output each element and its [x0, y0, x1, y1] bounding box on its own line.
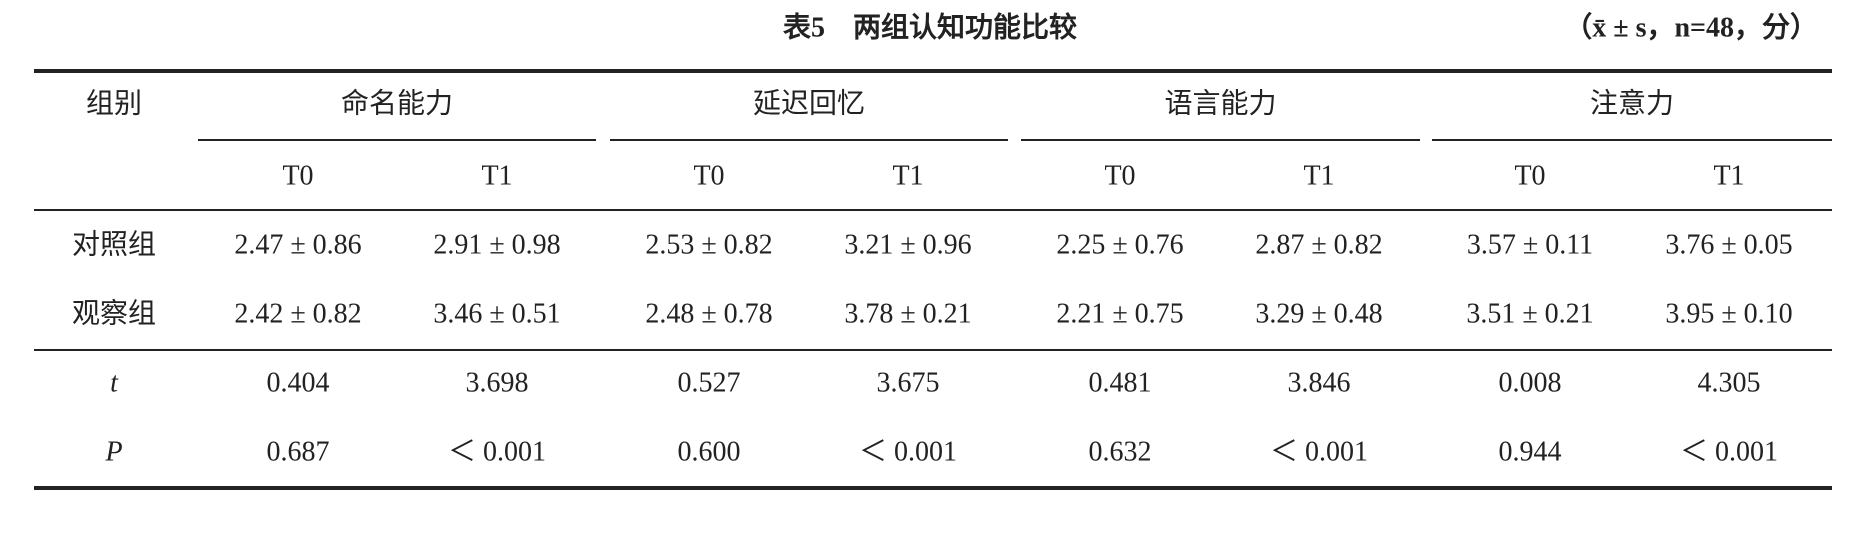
- group-header: 延迟回忆: [753, 87, 865, 119]
- sub-header: T0: [1104, 160, 1135, 191]
- row-label: t: [110, 367, 119, 398]
- sub-header: T1: [481, 160, 512, 191]
- cell: 0.481: [1089, 367, 1152, 398]
- cell: 3.76 ± 0.05: [1665, 229, 1792, 260]
- cell: 2.48 ± 0.78: [645, 298, 772, 329]
- corner-header: 组别: [86, 87, 142, 119]
- cell: 3.698: [466, 367, 529, 398]
- cell: 3.78 ± 0.21: [844, 298, 971, 329]
- cell: 3.51 ± 0.21: [1466, 298, 1593, 329]
- row-label: 观察组: [72, 297, 156, 329]
- cell: 3.57 ± 0.11: [1467, 229, 1593, 260]
- row-label: P: [104, 436, 122, 467]
- cell: 3.675: [877, 367, 940, 398]
- cell: 3.95 ± 0.10: [1665, 298, 1792, 329]
- cell: ＜ 0.001: [1680, 436, 1778, 467]
- group-header: 语言能力: [1164, 87, 1276, 119]
- cell: 2.42 ± 0.82: [234, 298, 361, 329]
- table-note: （x̄ ± s，n=48，分）: [1564, 10, 1818, 43]
- cell: 0.527: [678, 367, 741, 398]
- cell: 0.687: [267, 436, 330, 467]
- cell: 2.91 ± 0.98: [433, 229, 560, 260]
- sub-header: T1: [892, 160, 923, 191]
- sub-header: T1: [1713, 160, 1744, 191]
- cell: 2.47 ± 0.86: [234, 229, 361, 260]
- sub-header: T1: [1303, 160, 1334, 191]
- sub-header: T0: [1514, 160, 1545, 191]
- cell: 3.29 ± 0.48: [1255, 298, 1382, 329]
- cell: ＜ 0.001: [859, 436, 957, 467]
- cell: ＜ 0.001: [448, 436, 546, 467]
- cell: 0.944: [1499, 436, 1562, 467]
- sub-header: T0: [282, 160, 313, 191]
- cell: 0.008: [1499, 367, 1562, 398]
- cell: ＜ 0.001: [1270, 436, 1368, 467]
- cell: 2.21 ± 0.75: [1056, 298, 1183, 329]
- row-label: 对照组: [72, 228, 156, 260]
- cell: 2.53 ± 0.82: [645, 229, 772, 260]
- cell: 2.87 ± 0.82: [1255, 229, 1382, 260]
- cell: 4.305: [1698, 367, 1761, 398]
- group-header: 命名能力: [341, 87, 453, 119]
- group-header: 注意力: [1590, 87, 1674, 119]
- cell: 3.46 ± 0.51: [433, 298, 560, 329]
- table-title: 表5 两组认知功能比较: [783, 10, 1077, 43]
- cell: 3.846: [1288, 367, 1351, 398]
- cell: 0.632: [1089, 436, 1152, 467]
- cell: 0.404: [267, 367, 330, 398]
- sub-header: T0: [693, 160, 724, 191]
- cell: 0.600: [678, 436, 741, 467]
- cell: 3.21 ± 0.96: [844, 229, 971, 260]
- cell: 2.25 ± 0.76: [1056, 229, 1183, 260]
